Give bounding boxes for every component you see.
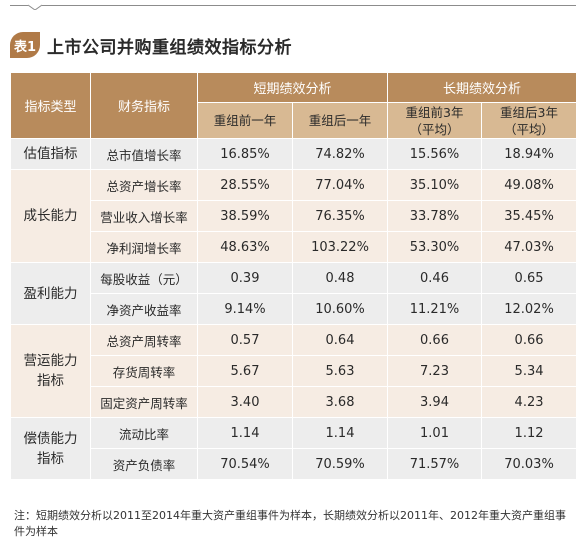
header-indicator-type: 指标类型 bbox=[10, 72, 91, 139]
value-cell: 4.23 bbox=[481, 386, 578, 418]
value-cell: 0.46 bbox=[387, 262, 483, 294]
indicator-cell: 固定资产周转率 bbox=[90, 386, 198, 418]
category-cell: 盈利能力 bbox=[10, 262, 91, 325]
table-row: 营运能力 指标 总资产周转率 0.57 0.64 0.66 0.66 bbox=[10, 324, 578, 418]
table-row: 偿债能力 指标 流动比率 1.14 1.14 1.01 1.12 bbox=[10, 417, 578, 480]
table-number-badge: 表1 bbox=[10, 32, 40, 58]
value-cell: 0.48 bbox=[291, 262, 389, 294]
value-cell: 7.23 bbox=[387, 355, 483, 387]
value-cell: 35.10% bbox=[387, 169, 483, 201]
value-cell: 53.30% bbox=[387, 231, 483, 263]
value-cell: 1.14 bbox=[291, 417, 389, 449]
table-row: 营业收入增长率 38.59% 76.35% 33.78% 35.45% bbox=[11, 200, 578, 232]
table-row: 存货周转率 5.67 5.63 7.23 5.34 bbox=[11, 355, 578, 387]
value-cell: 0.39 bbox=[197, 262, 293, 294]
value-cell: 5.67 bbox=[197, 355, 293, 387]
value-cell: 15.56% bbox=[387, 138, 483, 170]
indicator-cell: 存货周转率 bbox=[90, 355, 198, 387]
table-title-bar: 表1 上市公司并购重组绩效指标分析 bbox=[10, 30, 292, 60]
table-row: 资产负债率 70.54% 70.59% 71.57% 70.03% bbox=[11, 448, 578, 480]
value-cell: 1.12 bbox=[481, 417, 578, 449]
table-row: 估值指标 总市值增长率 16.85% 74.82% 15.56% 18.94% bbox=[10, 138, 578, 170]
header-long-before: 重组前3年 （平均） bbox=[387, 102, 483, 139]
value-cell: 5.34 bbox=[481, 355, 578, 387]
category-cell: 偿债能力 指标 bbox=[10, 417, 91, 480]
table-row: 净利润增长率 48.63% 103.22% 53.30% 47.03% bbox=[11, 231, 578, 263]
indicator-cell: 营业收入增长率 bbox=[90, 200, 198, 232]
indicator-cell: 净资产收益率 bbox=[90, 293, 198, 325]
top-divider-line bbox=[10, 5, 576, 6]
indicator-cell: 净利润增长率 bbox=[90, 231, 198, 263]
value-cell: 1.14 bbox=[197, 417, 293, 449]
indicator-cell: 总资产周转率 bbox=[90, 324, 198, 356]
value-cell: 49.08% bbox=[481, 169, 578, 201]
indicator-cell: 资产负债率 bbox=[90, 448, 198, 480]
header-financial-indicator: 财务指标 bbox=[90, 72, 198, 139]
value-cell: 0.57 bbox=[197, 324, 293, 356]
value-cell: 35.45% bbox=[481, 200, 578, 232]
value-cell: 70.59% bbox=[291, 448, 389, 480]
header-short-term: 短期绩效分析 bbox=[196, 72, 389, 103]
value-cell: 70.03% bbox=[481, 448, 578, 480]
indicator-cell: 流动比率 bbox=[90, 417, 198, 449]
value-cell: 38.59% bbox=[197, 200, 293, 232]
table-row: 成长能力 总资产增长率 28.55% 77.04% 35.10% 49.08% bbox=[10, 169, 578, 263]
value-cell: 0.66 bbox=[481, 324, 578, 356]
value-cell: 1.01 bbox=[387, 417, 483, 449]
value-cell: 28.55% bbox=[197, 169, 293, 201]
value-cell: 9.14% bbox=[197, 293, 293, 325]
value-cell: 10.60% bbox=[291, 293, 389, 325]
value-cell: 48.63% bbox=[197, 231, 293, 263]
header-long-term: 长期绩效分析 bbox=[387, 72, 578, 103]
value-cell: 16.85% bbox=[197, 138, 293, 170]
value-cell: 12.02% bbox=[481, 293, 578, 325]
value-cell: 70.54% bbox=[197, 448, 293, 480]
value-cell: 103.22% bbox=[291, 231, 389, 263]
table-row: 固定资产周转率 3.40 3.68 3.94 4.23 bbox=[11, 386, 578, 418]
value-cell: 74.82% bbox=[291, 138, 389, 170]
category-cell: 营运能力 指标 bbox=[10, 324, 91, 418]
table-title: 上市公司并购重组绩效指标分析 bbox=[47, 37, 292, 58]
value-cell: 3.94 bbox=[387, 386, 483, 418]
header-short-after: 重组后一年 bbox=[291, 102, 389, 139]
value-cell: 18.94% bbox=[481, 138, 578, 170]
table-footnote: 注：短期绩效分析以2011至2014年重大资产重组事件为样本，长期绩效分析以20… bbox=[14, 509, 566, 538]
value-cell: 11.21% bbox=[387, 293, 483, 325]
value-cell: 33.78% bbox=[387, 200, 483, 232]
divider-notch bbox=[28, 0, 42, 10]
value-cell: 47.03% bbox=[481, 231, 578, 263]
header-long-after: 重组后3年 （平均） bbox=[481, 102, 578, 139]
indicator-cell: 每股收益（元） bbox=[90, 262, 198, 294]
category-cell: 估值指标 bbox=[10, 138, 91, 170]
value-cell: 77.04% bbox=[291, 169, 389, 201]
value-cell: 71.57% bbox=[387, 448, 483, 480]
header-short-before: 重组前一年 bbox=[197, 102, 293, 139]
category-cell: 成长能力 bbox=[10, 169, 91, 263]
value-cell: 3.40 bbox=[197, 386, 293, 418]
table-row: 净资产收益率 9.14% 10.60% 11.21% 12.02% bbox=[11, 293, 578, 325]
value-cell: 0.64 bbox=[291, 324, 389, 356]
indicator-cell: 总市值增长率 bbox=[90, 138, 198, 170]
value-cell: 0.65 bbox=[481, 262, 578, 294]
value-cell: 5.63 bbox=[291, 355, 389, 387]
table-row: 盈利能力 每股收益（元） 0.39 0.48 0.46 0.65 bbox=[10, 262, 578, 325]
value-cell: 76.35% bbox=[291, 200, 389, 232]
performance-table: 指标类型 财务指标 短期绩效分析 长期绩效分析 重组前一年 重组后一年 重组前3… bbox=[10, 72, 578, 480]
value-cell: 0.66 bbox=[387, 324, 483, 356]
indicator-cell: 总资产增长率 bbox=[90, 169, 198, 201]
value-cell: 3.68 bbox=[291, 386, 389, 418]
